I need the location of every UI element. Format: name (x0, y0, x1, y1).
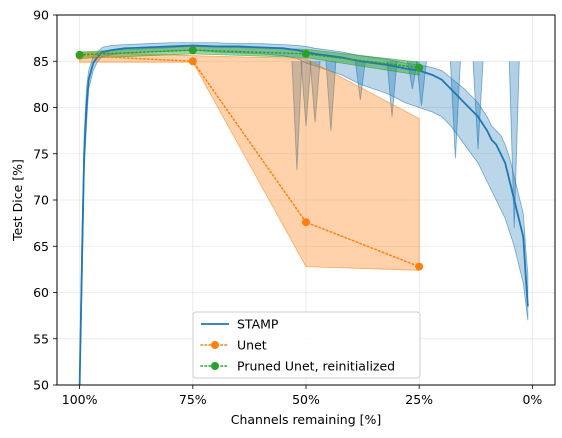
data-point (188, 46, 197, 55)
band-spike (472, 61, 484, 150)
band-spike (449, 61, 461, 159)
x-axis-title: Channels remaining [%] (231, 412, 382, 427)
data-point (302, 49, 310, 58)
legend-label: Pruned Unet, reinitialized (237, 359, 395, 374)
band-spike (309, 61, 321, 123)
series-markers (75, 46, 424, 271)
legend-marker (211, 341, 219, 349)
y-tick-label: 65 (33, 239, 49, 254)
legend-label: STAMP (237, 317, 279, 332)
axis-ticks: 100% 75% 50% 25% 0% 50 55 60 65 70 75 80 85 90 (33, 8, 542, 408)
data-point (415, 63, 424, 72)
x-tick-label: 25% (405, 392, 433, 407)
data-point (75, 50, 84, 59)
x-tick-label: 100% (62, 392, 98, 407)
legend-label: Unet (237, 338, 267, 353)
y-tick-label: 90 (33, 8, 49, 23)
x-tick-label: 75% (179, 392, 207, 407)
band-spike (354, 61, 366, 101)
series-lines (78, 44, 529, 386)
band-spike (508, 61, 520, 228)
band-spike (386, 61, 398, 117)
y-tick-label: 70 (33, 193, 49, 208)
band-spike (325, 61, 337, 131)
band-spike (300, 61, 312, 127)
y-axis-title: Test Dice [%] (10, 159, 25, 242)
y-tick-label: 50 (33, 378, 49, 393)
y-tick-label: 60 (33, 285, 49, 300)
y-tick-label: 75 (33, 146, 49, 161)
band-spike (291, 61, 303, 171)
data-point (302, 218, 310, 227)
x-tick-label: 0% (522, 392, 542, 407)
legend-marker (211, 362, 219, 370)
y-tick-label: 55 (33, 331, 49, 346)
band-0 (79, 42, 529, 386)
data-point (188, 57, 197, 66)
series-line-2 (78, 49, 420, 69)
y-tick-label: 80 (33, 100, 49, 115)
legend-box (192, 311, 421, 379)
legend: STAMP Unet Pruned Unet, reinitialized (192, 311, 421, 379)
data-point (415, 262, 424, 271)
x-tick-label: 50% (292, 392, 320, 407)
y-tick-label: 85 (33, 54, 49, 69)
confidence-bands (79, 42, 529, 386)
series-line-1 (78, 54, 420, 268)
